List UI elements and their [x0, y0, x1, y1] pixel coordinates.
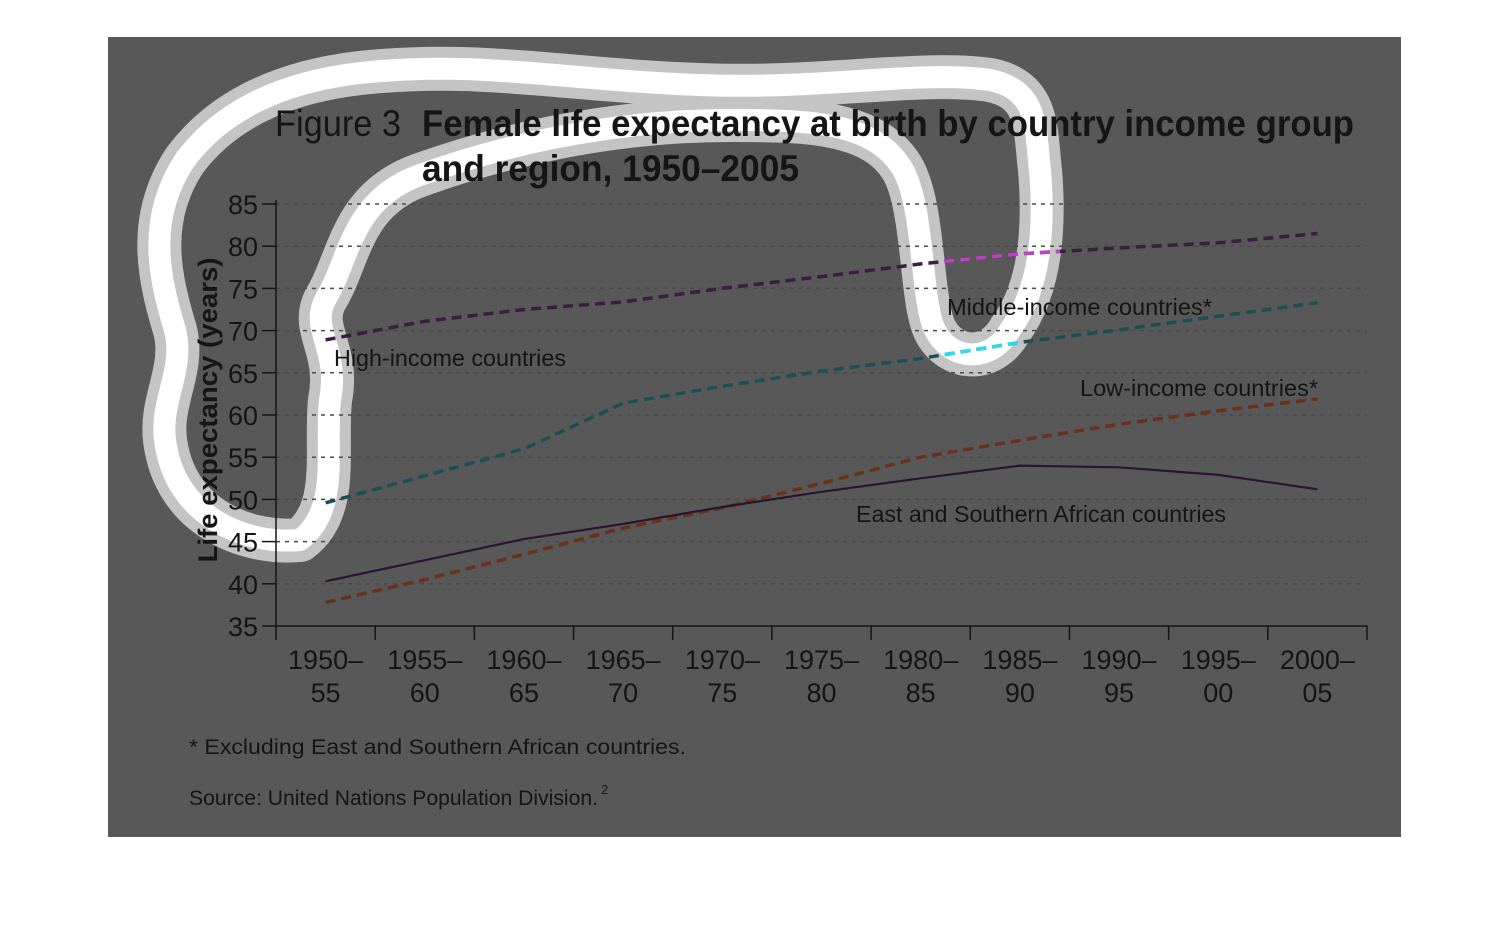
footnote: * Excluding East and Southern African co…: [189, 736, 686, 759]
highlight-swoosh-core: [148, 57, 1053, 552]
x-tick-label: 1970–: [685, 645, 760, 675]
series-line-high-income: [325, 231, 1318, 342]
x-tick-label: 1995–: [1181, 645, 1256, 675]
highlight-swoosh: [137, 46, 1064, 563]
x-tick-label: 1980–: [883, 645, 958, 675]
x-tick-label: 1965–: [586, 645, 661, 675]
series-lines: [325, 231, 1318, 605]
x-tick-label: 70: [608, 678, 638, 708]
axes: [262, 200, 1368, 640]
series-line-middle-income: [325, 300, 1318, 505]
series-label-high-income: High-income countries: [334, 345, 566, 371]
figure-title-line1: Female life expectancy at birth by count…: [422, 103, 1354, 144]
y-tick-labels: 85 80 75 70 65 60 55 50 45 40 35: [228, 190, 258, 642]
y-tick-label: 55: [228, 443, 258, 473]
x-tick-label: 1950–: [288, 645, 363, 675]
y-tick-label: 80: [228, 232, 258, 262]
y-tick-label: 45: [228, 528, 258, 558]
x-tick-label: 95: [1104, 678, 1134, 708]
y-tick-label: 60: [228, 401, 258, 431]
y-tick-label: 40: [228, 570, 258, 600]
series-label-low-income: Low-income countries*: [1080, 375, 1318, 401]
source-superscript: 2: [601, 782, 608, 797]
x-tick-label: 55: [311, 678, 341, 708]
y-axis-title: Life expectancy (years): [193, 258, 223, 563]
x-tick-label: 00: [1203, 678, 1233, 708]
x-tick-label: 75: [707, 678, 737, 708]
figure-number: Figure 3: [275, 103, 401, 144]
x-tick-label: 80: [806, 678, 836, 708]
y-tick-label: 85: [228, 190, 258, 220]
y-tick-label: 50: [228, 485, 258, 515]
x-tick-label: 65: [509, 678, 539, 708]
x-tick-label: 2000–: [1280, 645, 1355, 675]
y-tick-label: 35: [228, 612, 258, 642]
x-tick-label: 85: [906, 678, 936, 708]
x-tick-label: 1990–: [1081, 645, 1156, 675]
series-label-east-southern-africa: East and Southern African countries: [856, 501, 1226, 527]
y-tick-label: 65: [228, 359, 258, 389]
series-line-east-southern-africa: [325, 464, 1318, 583]
source-note: Source: United Nations Population Divisi…: [189, 787, 598, 810]
y-tick-label: 70: [228, 317, 258, 347]
x-tick-label: 60: [410, 678, 440, 708]
x-tick-label: 05: [1302, 678, 1332, 708]
x-tick-labels: 1950–55 1955–60 1960–65 1965–70 1970–75 1975–…: [288, 645, 1355, 708]
x-tick-label: 1955–: [387, 645, 462, 675]
x-tick-label: 1960–: [486, 645, 561, 675]
x-tick-label: 1985–: [982, 645, 1057, 675]
series-label-middle-income: Middle-income countries*: [947, 294, 1212, 320]
y-tick-label: 75: [228, 274, 258, 304]
figure-title-line2: and region, 1950–2005: [422, 148, 799, 189]
x-tick-label: 1975–: [784, 645, 859, 675]
x-tick-label: 90: [1005, 678, 1035, 708]
